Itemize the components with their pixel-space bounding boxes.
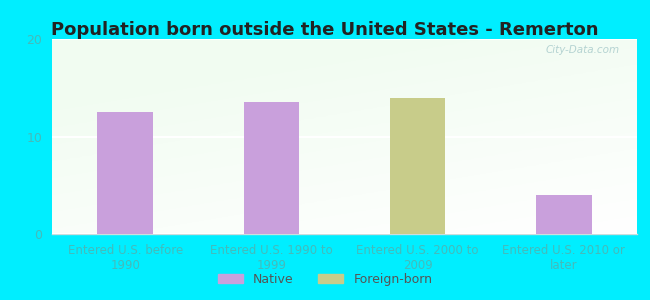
Text: City-Data.com: City-Data.com (545, 45, 619, 55)
Text: Population born outside the United States - Remerton: Population born outside the United State… (51, 21, 599, 39)
Bar (390, 98, 445, 234)
Bar (536, 195, 592, 234)
Bar (244, 102, 299, 234)
Legend: Native, Foreign-born: Native, Foreign-born (213, 268, 437, 291)
Bar (98, 112, 153, 234)
